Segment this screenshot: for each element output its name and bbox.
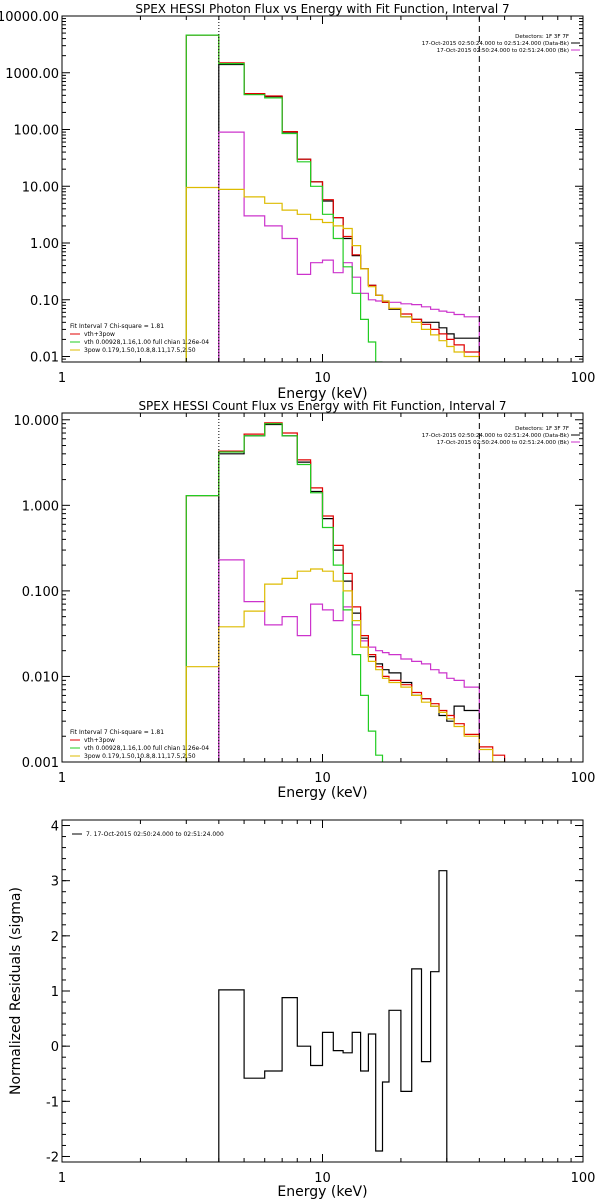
y-tick-label: 10000.00: [0, 10, 59, 25]
info-line: Detectors: 1F 3F 7F: [515, 426, 569, 432]
series-line-4: [185, 34, 383, 362]
plot-frame: [61, 412, 584, 763]
series-line-2: [218, 559, 480, 762]
legend-entry: 7. 17-Oct-2015 02:50:24.000 to 02:51:24.…: [86, 831, 224, 838]
x-tick-label: 1: [58, 371, 66, 386]
y-tick-label: -1: [46, 1095, 59, 1110]
legend-entry: vth+3pow: [84, 331, 115, 338]
info-line: 17-Oct-2015 02:50:24.000 to 02:51:24.000…: [422, 433, 569, 439]
legend-title: Fit Interval 7 Chi-square = 1.81: [70, 323, 164, 330]
series-line-1: [218, 870, 448, 1162]
series-line-3: [185, 34, 480, 362]
series-line-5: [185, 186, 480, 362]
series-line-1: [218, 63, 480, 362]
y-tick-label: 10.000: [14, 414, 60, 429]
info-line: 17-Oct-2015 02:50:24.000 to 02:51:24.000…: [422, 41, 569, 47]
panel-1: [61, 15, 584, 363]
panel-2: [61, 412, 584, 763]
y-tick-label: -2: [46, 1150, 59, 1165]
y-tick-label: 1.00: [30, 237, 59, 252]
chart-title: SPEX HESSI Photon Flux vs Energy with Fi…: [135, 2, 509, 16]
y-tick-label: 4: [51, 820, 59, 835]
x-tick-label: 100: [571, 1171, 596, 1186]
series-line-1: [218, 423, 480, 762]
y-tick-label: 0.10: [30, 294, 59, 309]
y-tick-label: 1: [51, 985, 59, 1000]
series-line-3: [185, 422, 506, 762]
y-tick-label: 1.000: [22, 499, 59, 514]
x-tick-label: 1: [58, 771, 66, 786]
legend-entry: vth 0.00928,1.16,1.00 full chian 1.26e-0…: [84, 745, 209, 752]
legend-entry: 3pow 0.179,1.50,10.8,8.11,17.5,2.50: [84, 347, 196, 354]
info-line: 17-Oct-2015 02:50:24.000 to 02:51:24.000…: [437, 440, 569, 446]
x-tick-label: 10: [314, 771, 331, 786]
panel-3: [61, 819, 584, 1163]
y-tick-label: 100.00: [14, 124, 60, 139]
legend-entry: vth+3pow: [84, 737, 115, 744]
series-line-2: [218, 131, 480, 362]
x-tick-label: 100: [571, 371, 596, 386]
x-axis-label: Energy (keV): [277, 386, 367, 402]
y-axis-label: Normalized Residuals (sigma): [8, 887, 24, 1095]
y-tick-label: 3: [51, 875, 59, 890]
x-tick-label: 10: [314, 1171, 331, 1186]
chart-title: SPEX HESSI Count Flux vs Energy with Fit…: [138, 399, 506, 413]
series-group: [185, 34, 480, 362]
series-group: [185, 422, 506, 762]
x-axis-label: Energy (keV): [277, 785, 367, 801]
y-tick-label: 10.00: [22, 180, 59, 195]
legend-title: Fit Interval 7 Chi-square = 1.81: [70, 729, 164, 736]
series-line-5: [185, 568, 505, 762]
x-tick-label: 1: [58, 1171, 66, 1186]
plot-frame: [61, 819, 584, 1163]
legend-entry: 3pow 0.179,1.50,10.8,8.11,17.5,2.50: [84, 753, 196, 760]
info-line: Detectors: 1F 3F 7F: [515, 34, 569, 40]
y-tick-label: 0.010: [22, 670, 59, 685]
y-tick-label: 0: [51, 1040, 59, 1055]
series-group: [218, 870, 448, 1162]
y-tick-label: 0.001: [22, 756, 59, 771]
y-tick-label: 2: [51, 930, 59, 945]
y-tick-label: 0.100: [22, 585, 59, 600]
y-tick-label: 0.01: [30, 351, 59, 366]
legend-entry: vth 0.00928,1.16,1.00 full chian 1.26e-0…: [84, 339, 209, 346]
y-tick-label: 1000.00: [5, 67, 59, 82]
series-line-4: [185, 423, 384, 762]
x-tick-label: 10: [314, 371, 331, 386]
info-line: 17-Oct-2015 02:50:24.000 to 02:51:24.000…: [437, 48, 569, 54]
x-axis-label: Energy (keV): [277, 1184, 367, 1200]
x-tick-label: 100: [571, 771, 596, 786]
